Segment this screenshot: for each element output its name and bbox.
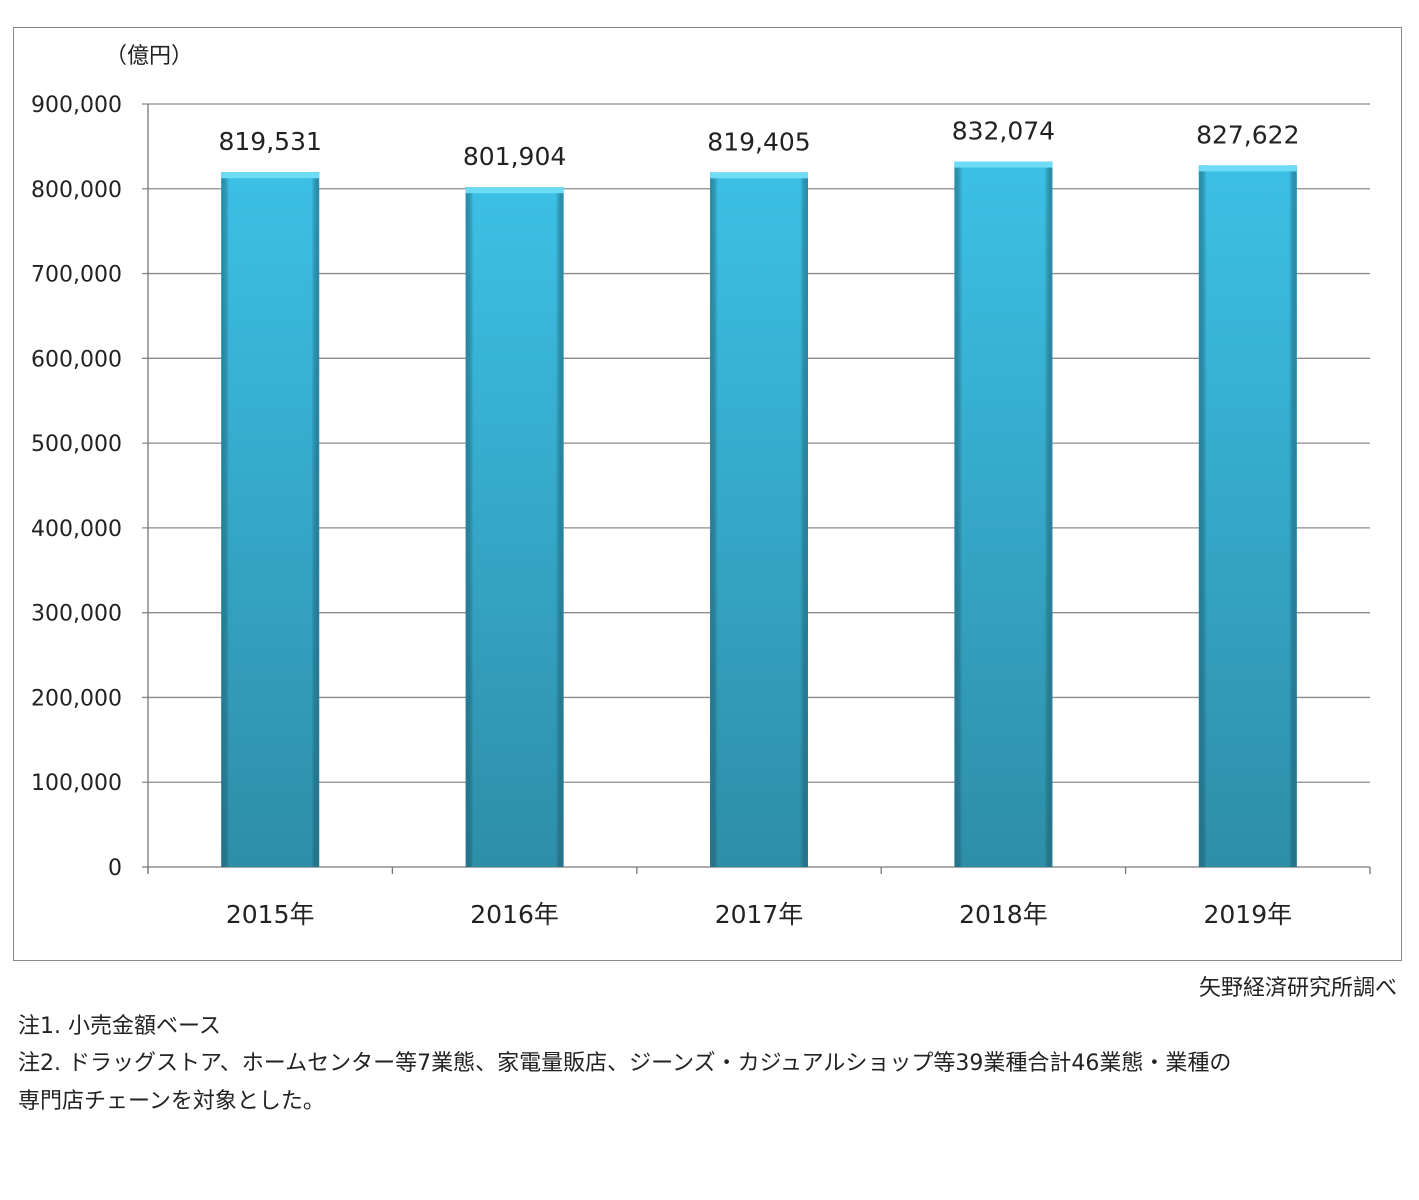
y-tick-label: 700,000 — [31, 263, 122, 288]
bar-chart: （億円） 0 100,000 200,000 300,000 400,000 500,00… — [31, 44, 1371, 929]
x-tick-label: 2015年 — [226, 900, 315, 929]
y-tick-label: 900,000 — [31, 93, 122, 118]
data-label: 801,904 — [463, 142, 566, 171]
note-2: 注2. ドラッグストア、ホームセンター等7業態、家電量販店、ジーンズ・カジュアル… — [18, 1051, 1232, 1076]
bar-shading — [710, 172, 808, 867]
bar-top-highlight — [1198, 165, 1297, 172]
x-tick-label: 2018年 — [959, 900, 1048, 929]
bar-top-highlight — [465, 187, 564, 194]
chart-frame — [13, 27, 1402, 961]
y-tick-label: 600,000 — [31, 347, 122, 372]
unit-label: （億円） — [105, 44, 193, 69]
data-label: 819,405 — [707, 127, 810, 156]
data-label: 819,531 — [219, 127, 322, 156]
y-tick-label: 200,000 — [31, 686, 122, 711]
bar-top-highlight — [710, 172, 808, 179]
y-tick-label: 100,000 — [31, 771, 122, 796]
y-tick-label: 400,000 — [31, 517, 122, 542]
note-2-continued: 専門店チェーンを対象とした。 — [18, 1089, 325, 1114]
data-label: 827,622 — [1196, 120, 1299, 149]
y-tick-label: 300,000 — [31, 602, 122, 627]
x-tick-label: 2019年 — [1203, 900, 1292, 929]
bar-shading — [954, 161, 1053, 867]
bar-shading — [465, 187, 564, 868]
x-tick-label: 2016年 — [470, 900, 559, 929]
source-note: 矢野経済研究所調べ — [1198, 976, 1397, 1001]
note-1: 注1. 小売金額ベース — [18, 1014, 221, 1039]
bar-top-highlight — [954, 161, 1053, 168]
data-label: 832,074 — [952, 117, 1055, 146]
bar-shading — [1198, 165, 1297, 867]
bar-top-highlight — [221, 172, 320, 179]
y-tick-label: 800,000 — [31, 178, 122, 203]
x-tick-label: 2017年 — [715, 900, 804, 929]
bar-shading — [221, 172, 320, 867]
y-tick-label: 0 — [108, 856, 122, 881]
y-tick-label: 500,000 — [31, 432, 122, 457]
